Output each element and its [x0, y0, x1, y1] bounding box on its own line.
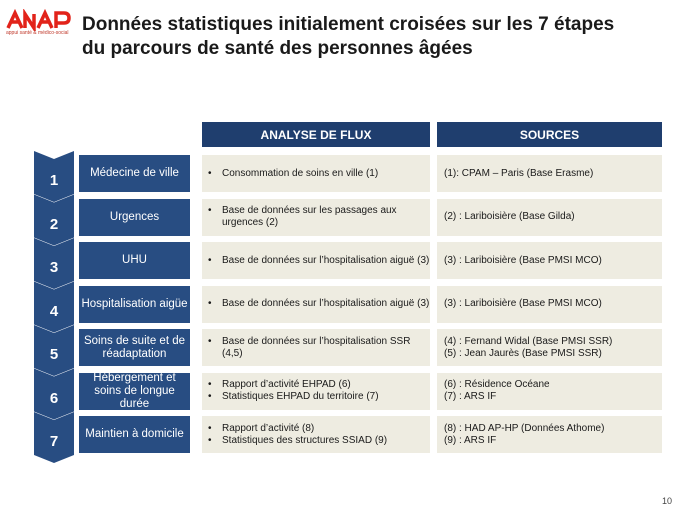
bullet-icon: •: [208, 254, 212, 266]
step-name: Maintien à domicile: [79, 416, 190, 453]
source-text: (7) : ARS IF: [444, 391, 497, 402]
flux-text: Consommation de soins en ville (1): [222, 167, 379, 179]
step-name: Médecine de ville: [79, 155, 190, 192]
bullet-icon: •: [208, 422, 212, 434]
flux-text: Statistiques des structures SSIAD (9): [222, 434, 388, 446]
step-chevrons: [34, 151, 74, 463]
anap-logo: appui santé & médico-social: [6, 9, 76, 39]
flux-text: Base de données sur l’hospitalisation SS…: [222, 335, 411, 359]
flux-bullet: • Base de données sur les passages aux ur…: [208, 205, 430, 229]
source-cell: (2) : Lariboisière (Base Gilda): [437, 198, 662, 236]
bullet-icon: •: [208, 391, 212, 402]
source-text: (1): CPAM – Paris (Base Erasme): [444, 167, 594, 179]
flux-cell: • Base de données sur l’hospitalisation a…: [202, 285, 430, 323]
source-text: (9) : ARS IF: [444, 434, 497, 446]
step-chevron-4: [34, 281, 74, 333]
source-text: (8) : HAD AP-HP (Données Athome): [444, 422, 605, 434]
flux-cell: • Base de données sur les passages aux ur…: [202, 198, 430, 236]
flux-text: Rapport d’activité EHPAD (6): [222, 379, 351, 390]
bullet-icon: •: [208, 205, 212, 216]
flux-text: Rapport d’activité (8): [222, 422, 315, 434]
step-name: Urgences: [79, 198, 190, 236]
step-chevron-5: [34, 325, 74, 376]
flux-bullet: • Base de données sur l’hospitalisation a…: [208, 255, 430, 267]
flux-bullet: • Consommation de soins en ville (1): [208, 168, 430, 180]
step-name: Soins de suite et de réadaptation: [79, 329, 190, 366]
flux-text: Base de données sur les passages aux urg…: [222, 205, 397, 228]
bullet-icon: •: [208, 167, 212, 179]
step-chevron-3: [34, 238, 74, 289]
bullet-icon: •: [208, 298, 212, 309]
step-number: 7: [49, 433, 59, 450]
source-cell: (1): CPAM – Paris (Base Erasme): [437, 155, 662, 192]
step-number: 5: [49, 346, 59, 363]
source-text: (5) : Jean Jaurès (Base PMSI SSR): [444, 347, 602, 359]
source-text: (3) : Lariboisière (Base PMSI MCO): [444, 254, 602, 266]
source-cell: (3) : Lariboisière (Base PMSI MCO): [437, 242, 662, 279]
flux-text: Base de données sur l’hospitalisation ai…: [222, 254, 430, 266]
step-name: Hospitalisation aigüe: [79, 285, 190, 323]
step-number: 4: [49, 302, 59, 320]
title-line-2: du parcours de santé des personnes âgées: [82, 38, 473, 59]
step-number: 1: [49, 172, 59, 189]
flux-cell: • Rapport d’activité EHPAD (6) • Statistiqu…: [202, 372, 430, 410]
source-text: (6) : Résidence Océane: [444, 379, 550, 390]
page-number: 10: [662, 496, 673, 506]
title-line-1: Données statistiques initialement croisé…: [82, 14, 615, 35]
bullet-icon: •: [208, 379, 212, 390]
header-sources: SOURCES: [437, 122, 662, 147]
flux-bullet: • Base de données sur l’hospitalisation a…: [208, 298, 430, 310]
flux-bullet: • Rapport d’activité (8): [208, 423, 430, 435]
source-text: (3) : Lariboisière (Base PMSI MCO): [444, 298, 602, 309]
bullet-icon: •: [208, 335, 212, 347]
step-name: Hébergement et soins de longue durée: [79, 372, 190, 410]
logo-tagline: appui santé & médico-social: [6, 30, 69, 36]
step-chevron-6: [34, 368, 74, 420]
flux-bullet: • Statistiques des structures SSIAD (9): [208, 435, 430, 447]
flux-cell: • Base de données sur l’hospitalisation a…: [202, 242, 430, 279]
bullet-icon: •: [208, 434, 212, 446]
source-cell: (4) : Fernand Widal (Base PMSI SSR) (5) :…: [437, 329, 662, 366]
flux-text: Base de données sur l’hospitalisation ai…: [222, 298, 430, 309]
source-text: (4) : Fernand Widal (Base PMSI SSR): [444, 335, 613, 347]
step-number: 6: [49, 389, 59, 407]
source-cell: (6) : Résidence Océane (7) : ARS IF: [437, 372, 662, 410]
logo-mark: [6, 9, 71, 31]
flux-cell: • Rapport d’activité (8) • Statistiques des…: [202, 416, 430, 453]
flux-cell: • Base de données sur l’hospitalisation S…: [202, 329, 430, 366]
page-title: Données statistiques initialement croisé…: [82, 13, 682, 61]
source-cell: (3) : Lariboisière (Base PMSI MCO): [437, 285, 662, 323]
step-chevron-2: [34, 194, 74, 246]
source-text: (2) : Lariboisière (Base Gilda): [444, 211, 575, 222]
step-chevron-7: [34, 412, 74, 463]
source-cell: (8) : HAD AP-HP (Données Athome) (9) : AR…: [437, 416, 662, 453]
flux-bullet: • Rapport d’activité EHPAD (6): [208, 379, 430, 391]
flux-bullet: • Base de données sur l’hospitalisation S…: [208, 336, 430, 360]
step-number: 3: [49, 259, 59, 276]
header-analyse-de-flux: ANALYSE DE FLUX: [202, 122, 430, 147]
flux-text: Statistiques EHPAD du territoire (7): [222, 391, 379, 402]
step-number: 2: [49, 215, 59, 233]
flux-bullet: • Statistiques EHPAD du territoire (7): [208, 391, 430, 403]
step-chevron-1: [34, 151, 74, 202]
step-name: UHU: [79, 242, 190, 279]
flux-cell: • Consommation de soins en ville (1): [202, 155, 430, 192]
